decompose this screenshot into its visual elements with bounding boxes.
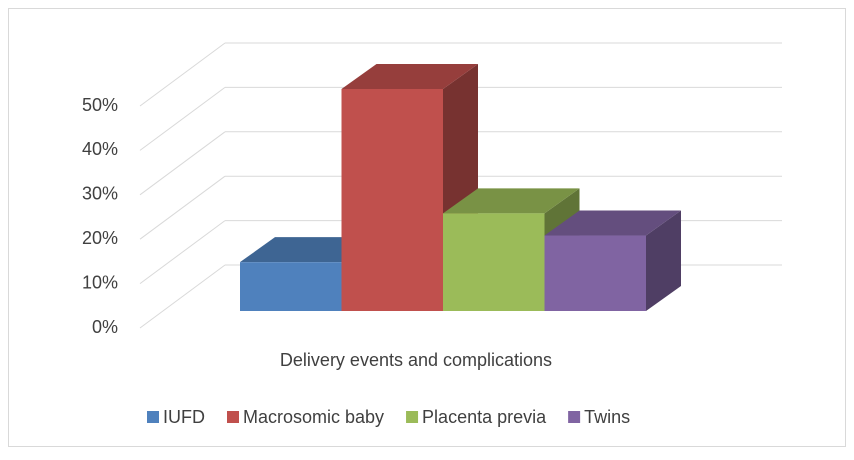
bar-top xyxy=(544,210,681,236)
y-tick-label: 40% xyxy=(82,139,118,159)
legend-swatch xyxy=(227,411,239,423)
legend-swatch xyxy=(568,411,581,423)
bar xyxy=(240,262,342,311)
legend-label: IUFD xyxy=(163,407,205,427)
grid-line xyxy=(139,42,226,107)
x-tick-label: Delivery events and complications xyxy=(280,350,552,370)
y-tick-label: 10% xyxy=(82,272,118,292)
legend-swatch xyxy=(147,411,159,423)
legend-label: Twins xyxy=(584,407,630,427)
y-tick-label: 30% xyxy=(82,184,118,204)
legend-label: Placenta previa xyxy=(422,407,547,427)
bar-side xyxy=(646,210,681,311)
bar xyxy=(443,213,545,311)
bar-top xyxy=(443,188,580,214)
y-tick-label: 0% xyxy=(92,317,118,337)
legend-swatch xyxy=(406,411,419,423)
grid-line xyxy=(139,86,226,151)
grid-line xyxy=(139,175,226,240)
grid-line xyxy=(139,264,226,329)
y-tick-label: 20% xyxy=(82,228,118,248)
legend-label: Macrosomic baby xyxy=(243,407,384,427)
bar xyxy=(544,235,646,311)
y-tick-label: 50% xyxy=(82,95,118,115)
bar-top xyxy=(341,64,478,89)
bar xyxy=(341,89,443,311)
grid-line xyxy=(139,220,226,285)
grid-line xyxy=(139,131,226,196)
